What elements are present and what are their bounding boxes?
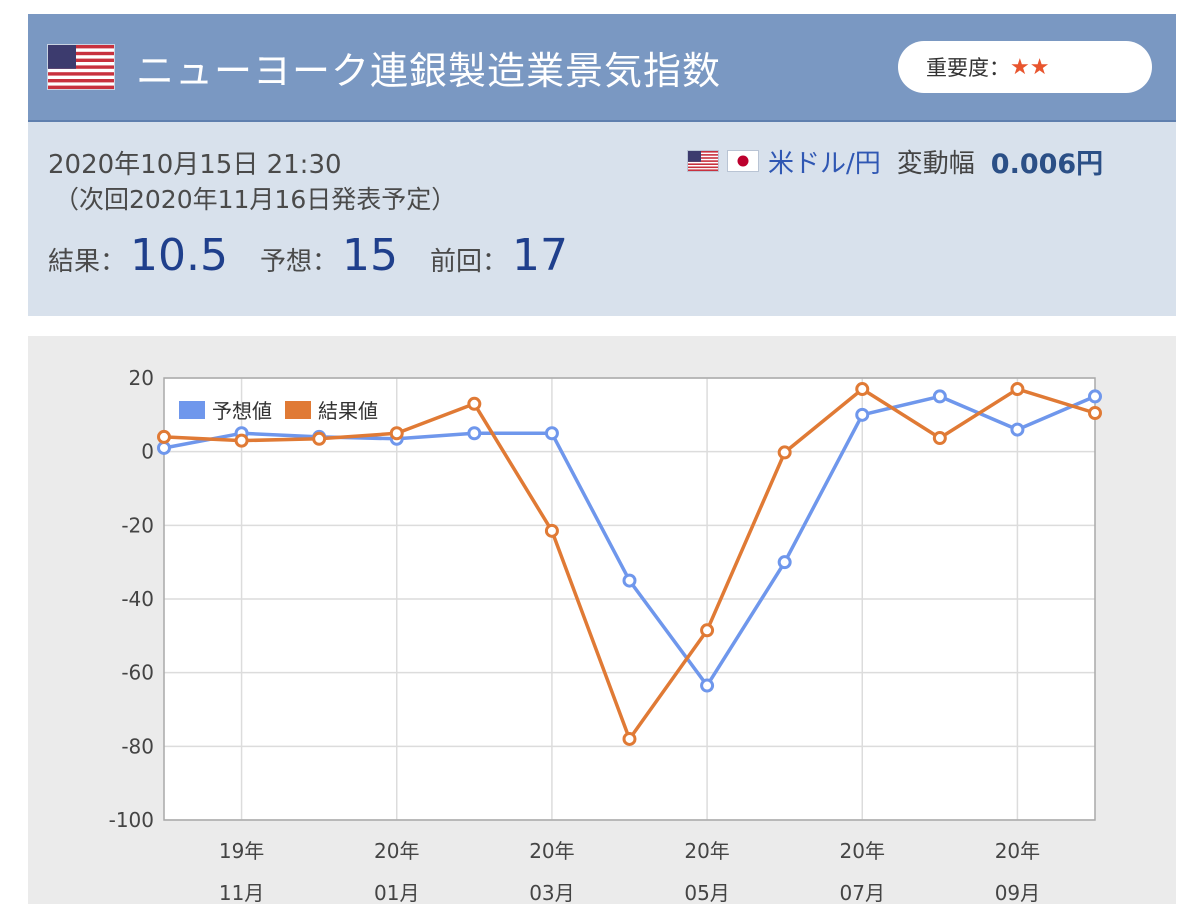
result-label: 結果： — [48, 247, 127, 277]
line-chart: 20 0 -20 -40 -60 -80 -100 19年 11月 20年 01月 20年 03月 20年… — [109, 366, 1102, 904]
result-value: 10.5 — [130, 230, 228, 281]
x-tick-month: 07月 — [840, 881, 885, 904]
forecast-data-point — [777, 555, 792, 570]
forecast-data-point — [467, 426, 482, 441]
forecast-data-point — [855, 407, 870, 422]
next-release: （次回2020年11月16日発表予定） — [54, 185, 457, 214]
currency-pair-link[interactable]: 米ドル/円 — [768, 148, 881, 179]
forecast-data-point — [700, 678, 715, 693]
result-data-point — [777, 445, 792, 460]
result-data-point — [467, 396, 482, 411]
result-data-point — [1010, 382, 1025, 397]
page-title: ニューヨーク連銀製造業景気指数 — [136, 49, 722, 93]
previous-label: 前回： — [430, 247, 509, 277]
us-flag-icon — [688, 151, 718, 171]
forecast-data-point — [1088, 389, 1102, 404]
previous-value: 17 — [512, 230, 569, 281]
indicator-header: ニューヨーク連銀製造業景気指数 重要度： ★★ — [28, 14, 1176, 122]
legend-label: 結果値 — [318, 399, 378, 423]
x-tick-year: 19年 — [219, 839, 264, 863]
forecast-data-point — [544, 426, 559, 441]
result-stats: 結果： 10.5 予想： 15 前回： 17 — [48, 230, 600, 281]
x-tick-month: 05月 — [684, 881, 729, 904]
result-data-point — [855, 382, 870, 397]
us-flag-icon — [48, 45, 114, 89]
x-tick-year: 20年 — [374, 839, 419, 863]
x-tick-year: 20年 — [840, 839, 885, 863]
result-data-point — [1088, 405, 1102, 420]
change-value: 0.006円 — [990, 148, 1104, 180]
forecast-value: 15 — [342, 230, 398, 281]
x-tick-year: 20年 — [529, 839, 574, 863]
importance-label: 重要度： — [926, 56, 1010, 80]
result-data-point — [234, 433, 249, 448]
x-tick-year: 20年 — [995, 839, 1040, 863]
result-data-point — [389, 426, 404, 441]
x-tick-month: 01月 — [374, 881, 419, 904]
y-tick-label: -80 — [121, 734, 154, 758]
y-tick-label: 0 — [141, 440, 154, 464]
forecast-data-point — [1010, 422, 1025, 437]
y-tick-label: -60 — [121, 661, 154, 685]
result-data-point — [544, 523, 559, 538]
forecast-data-point — [932, 389, 947, 404]
y-tick-label: -20 — [121, 513, 154, 537]
y-tick-label: 20 — [129, 366, 154, 390]
currency-pair-change: 米ドル/円 変動幅 0.006円 — [688, 144, 1104, 180]
x-tick-month: 09月 — [995, 881, 1040, 904]
forecast-label: 予想： — [259, 247, 338, 277]
result-data-point — [312, 431, 327, 446]
result-data-point — [700, 623, 715, 638]
change-label: 変動幅 — [896, 148, 975, 179]
result-data-point — [157, 429, 171, 444]
chart-panel: 20 0 -20 -40 -60 -80 -100 19年 11月 20年 01月 20年 03月 20年… — [28, 336, 1176, 904]
y-tick-label: -100 — [109, 808, 154, 832]
release-datetime: 2020年10月15日 21:30 — [48, 150, 342, 180]
y-tick-label: -40 — [121, 587, 154, 611]
indicator-info-panel: 2020年10月15日 21:30 （次回2020年11月16日発表予定） 米ド… — [28, 122, 1176, 316]
legend-swatch — [283, 399, 313, 421]
forecast-data-point — [157, 440, 171, 455]
x-tick-year: 20年 — [684, 839, 729, 863]
legend-swatch — [177, 399, 207, 421]
x-tick-month: 03月 — [529, 881, 574, 904]
plot-border — [163, 377, 1096, 821]
result-data-point — [932, 431, 947, 446]
forecast-data-point — [622, 573, 637, 588]
legend-label: 予想値 — [212, 399, 272, 423]
importance-badge: 重要度： ★★ — [898, 41, 1152, 93]
result-data-point — [622, 731, 637, 746]
importance-stars: ★★ — [1010, 54, 1050, 80]
japan-flag-icon — [728, 151, 758, 171]
x-tick-month: 11月 — [219, 881, 264, 904]
